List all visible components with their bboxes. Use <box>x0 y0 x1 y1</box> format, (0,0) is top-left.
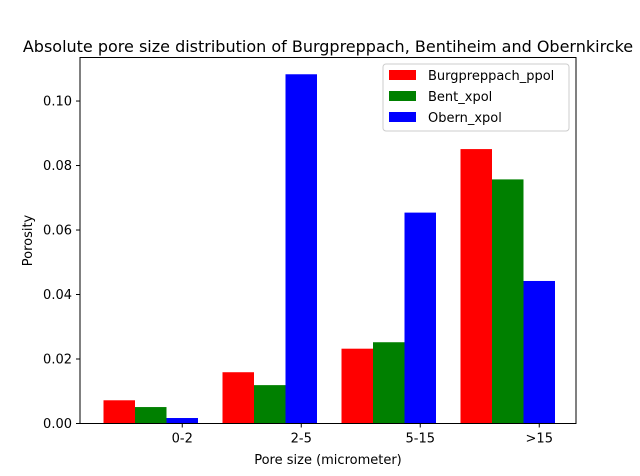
y-tick-label: 0.02 <box>43 353 72 368</box>
bar-Bent_xpol-0-2 <box>135 407 167 424</box>
plot-frame <box>79 57 577 424</box>
bar-Burgpreppach_ppol-2-5 <box>222 372 254 424</box>
legend-items: Burgpreppach_ppol Bent_xpol Obern_xpol <box>389 69 554 126</box>
bar-Bent_xpol-5-15 <box>373 342 405 424</box>
x-axis-label: Pore size (micrometer) <box>254 453 402 468</box>
y-tick-label: 0.04 <box>43 288 72 303</box>
x-tick-label: >15 <box>526 432 553 447</box>
bar-Burgpreppach_ppol-5-15 <box>341 348 373 424</box>
x-tick-label: 5-15 <box>405 432 435 447</box>
legend-swatch <box>389 70 416 80</box>
bar-Obern_xpol-2-5 <box>285 74 317 424</box>
y-tick-label: 0.00 <box>43 417 72 432</box>
legend-label: Obern_xpol <box>428 111 502 126</box>
y-tick-label: 0.06 <box>43 224 72 239</box>
bar-Bent_xpol->15 <box>492 179 524 424</box>
legend-label: Bent_xpol <box>428 90 492 105</box>
legend-box <box>382 63 570 132</box>
y-tick-label: 0.08 <box>43 159 72 174</box>
chart-title: Absolute pore size distribution of Burgp… <box>23 37 633 56</box>
y-axis-label: Porosity <box>21 214 36 266</box>
bar-Obern_xpol->15 <box>523 280 555 424</box>
bar-Burgpreppach_ppol-0-2 <box>103 400 135 424</box>
legend: Burgpreppach_ppol Bent_xpol Obern_xpol <box>382 63 570 132</box>
legend-swatch <box>389 91 416 101</box>
legend-swatch <box>389 112 416 122</box>
y-axis-ticks: 0.00 0.02 0.04 0.06 0.08 0.10 <box>43 95 80 432</box>
bar-Obern_xpol-0-2 <box>166 418 198 424</box>
x-tick-label: 2-5 <box>291 432 312 447</box>
legend-label: Burgpreppach_ppol <box>428 69 554 84</box>
bar-Obern_xpol-5-15 <box>404 212 436 424</box>
x-tick-label: 0-2 <box>172 432 193 447</box>
bar-Burgpreppach_ppol->15 <box>460 149 492 424</box>
x-axis-ticks: 0-2 2-5 5-15 >15 <box>172 423 553 447</box>
bar-Bent_xpol-2-5 <box>254 385 286 424</box>
bars-group <box>103 74 555 424</box>
y-tick-label: 0.10 <box>43 95 72 110</box>
